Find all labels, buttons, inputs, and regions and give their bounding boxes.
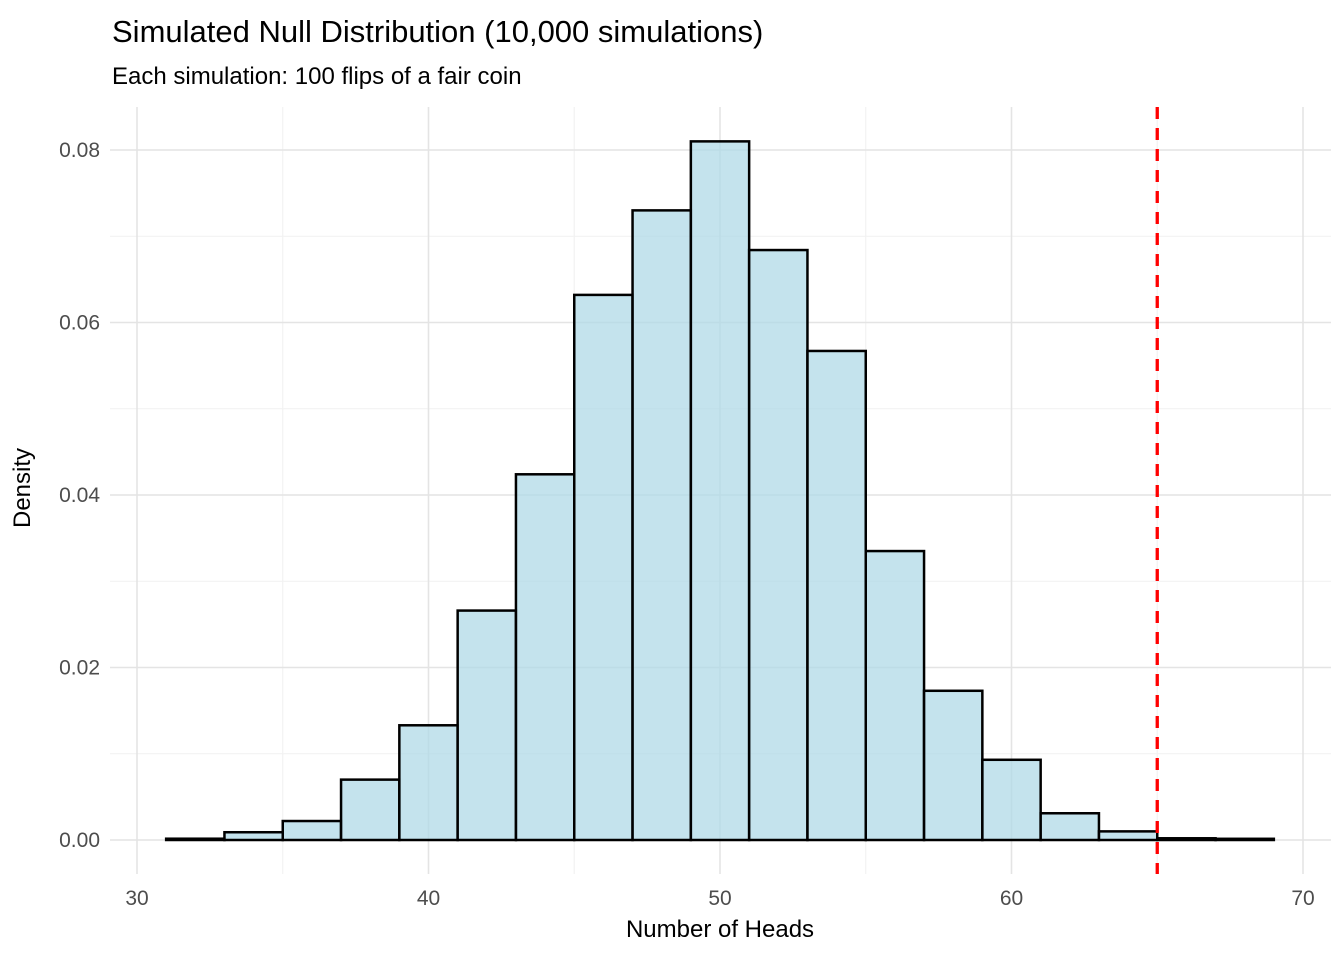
histogram-bar-35-37 [281, 819, 343, 842]
x-axis-tick-labels: 30 40 50 60 70 [125, 887, 1314, 910]
x-tick-label-60: 60 [1000, 887, 1023, 910]
x-tick-label-30: 30 [125, 887, 148, 910]
histogram-bar-43-45 [514, 473, 576, 842]
histogram-bar-61-63 [1039, 812, 1101, 842]
histogram-bar-55-57 [864, 549, 926, 842]
x-axis-title: Number of Heads [626, 916, 814, 943]
y-tick-label-0.08: 0.08 [59, 139, 100, 162]
chart-title: Simulated Null Distribution (10,000 simu… [112, 14, 763, 49]
histogram-bar-59-61 [981, 758, 1042, 842]
histogram-bar-63-65 [1097, 830, 1159, 842]
histogram-bar-53-55 [806, 349, 868, 842]
y-tick-label-0.02: 0.02 [59, 657, 100, 680]
y-tick-label-0.04: 0.04 [59, 484, 100, 507]
chart-subtitle: Each simulation: 100 flips of a fair coi… [112, 63, 522, 90]
histogram-bar-39-41 [398, 724, 459, 842]
x-tick-label-70: 70 [1291, 887, 1314, 910]
histogram-bar-41-43 [456, 609, 518, 842]
histogram-bar-45-47 [573, 293, 634, 842]
y-axis-tick-labels: 0.00 0.02 0.04 0.06 0.08 [59, 139, 100, 852]
histogram-bar-65-67 [1156, 837, 1217, 842]
histogram-bar-49-51 [689, 140, 751, 842]
y-tick-label-0.06: 0.06 [59, 312, 100, 335]
histogram-bar-33-35 [223, 830, 284, 842]
histogram-bar-47-49 [631, 209, 693, 842]
histogram-bar-31-33 [164, 837, 226, 842]
y-axis-title: Density [9, 448, 36, 528]
histogram-bars [164, 140, 1276, 842]
histogram-bar-51-53 [747, 248, 809, 842]
y-tick-label-0.00: 0.00 [59, 829, 100, 852]
x-tick-label-40: 40 [417, 887, 440, 910]
x-tick-label-50: 50 [708, 887, 731, 910]
histogram-bar-37-39 [339, 778, 401, 842]
histogram-bar-67-69 [1214, 837, 1276, 842]
histogram-bar-57-59 [922, 689, 984, 842]
